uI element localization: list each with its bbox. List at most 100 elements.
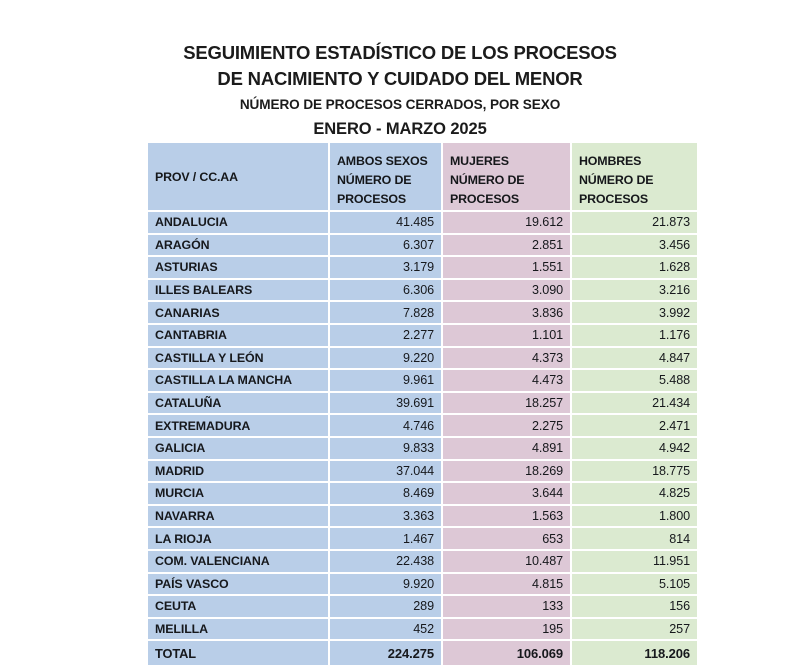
table-body: ANDALUCIA 41.485 19.612 21.873 ARAGÓN 6.307 2.…: [148, 212, 697, 666]
cell-men: 5.488: [572, 370, 697, 393]
table-row: MADRID 37.044 18.269 18.775: [148, 460, 697, 484]
report-period: ENERO - MARZO 2025: [313, 120, 487, 138]
cell-both-sexes: 37.044: [330, 460, 443, 484]
table-row: NAVARRA 3.363 1.563 1.800: [148, 505, 697, 529]
column-header-region: PROV / CC.AA: [148, 143, 330, 212]
cell-women: 4.373: [443, 347, 572, 371]
cell-women: 2.851: [443, 234, 572, 258]
cell-both-sexes: 9.961: [330, 370, 443, 393]
cell-men: 18.775: [572, 460, 697, 484]
cell-both-sexes: 41.485: [330, 212, 443, 235]
cell-region: EXTREMADURA: [148, 415, 330, 438]
cell-both-sexes: 3.179: [330, 257, 443, 280]
cell-women: 1.101: [443, 324, 572, 348]
cell-region: MELILLA: [148, 618, 330, 642]
total-cell-both-sexes: 224.275: [330, 641, 443, 666]
cell-women: 19.612: [443, 212, 572, 235]
statistics-table-container: PROV / CC.AA AMBOS SEXOS NÚMERO DE PROCE…: [148, 143, 697, 666]
cell-women: 1.551: [443, 257, 572, 280]
column-header-women-sub2: PROCESOS: [450, 192, 520, 206]
cell-men: 1.800: [572, 505, 697, 529]
cell-men: 3.456: [572, 234, 697, 258]
cell-women: 2.275: [443, 415, 572, 438]
cell-both-sexes: 4.746: [330, 415, 443, 438]
cell-women: 653: [443, 528, 572, 551]
table-row: CANARIAS 7.828 3.836 3.992: [148, 302, 697, 325]
cell-region: PAÍS VASCO: [148, 573, 330, 597]
cell-men: 1.176: [572, 324, 697, 348]
cell-men: 814: [572, 528, 697, 551]
cell-region: COM. VALENCIANA: [148, 550, 330, 574]
table-row: ILLES BALEARS 6.306 3.090 3.216: [148, 279, 697, 303]
table-row: EXTREMADURA 4.746 2.275 2.471: [148, 415, 697, 438]
table-row: COM. VALENCIANA 22.438 10.487 11.951: [148, 550, 697, 574]
cell-women: 18.269: [443, 460, 572, 484]
total-cell-men: 118.206: [572, 641, 697, 666]
cell-region: CANTABRIA: [148, 324, 330, 348]
table-row: LA RIOJA 1.467 653 814: [148, 528, 697, 551]
column-header-men-group: HOMBRES: [579, 154, 642, 168]
cell-region: CANARIAS: [148, 302, 330, 325]
cell-both-sexes: 2.277: [330, 324, 443, 348]
cell-both-sexes: 7.828: [330, 302, 443, 325]
table-row: CEUTA 289 133 156: [148, 596, 697, 619]
table-row: CATALUÑA 39.691 18.257 21.434: [148, 392, 697, 416]
cell-women: 18.257: [443, 392, 572, 416]
cell-men: 5.105: [572, 573, 697, 597]
cell-region: GALICIA: [148, 437, 330, 461]
column-header-women-group: MUJERES: [450, 154, 509, 168]
cell-both-sexes: 6.307: [330, 234, 443, 258]
cell-men: 4.942: [572, 437, 697, 461]
cell-women: 4.891: [443, 437, 572, 461]
column-header-both-sub1: NÚMERO DE: [337, 173, 412, 187]
cell-both-sexes: 9.833: [330, 437, 443, 461]
cell-men: 257: [572, 618, 697, 642]
table-row: GALICIA 9.833 4.891 4.942: [148, 437, 697, 461]
table-header-row: PROV / CC.AA AMBOS SEXOS NÚMERO DE PROCE…: [148, 143, 697, 212]
cell-both-sexes: 8.469: [330, 483, 443, 506]
cell-both-sexes: 1.467: [330, 528, 443, 551]
cell-region: CASTILLA LA MANCHA: [148, 370, 330, 393]
table-row: ARAGÓN 6.307 2.851 3.456: [148, 234, 697, 258]
table-row: CASTILLA LA MANCHA 9.961 4.473 5.488: [148, 370, 697, 393]
table-row: PAÍS VASCO 9.920 4.815 5.105: [148, 573, 697, 597]
cell-women: 4.815: [443, 573, 572, 597]
cell-region: MURCIA: [148, 483, 330, 506]
table-row: MELILLA 452 195 257: [148, 618, 697, 642]
cell-men: 21.434: [572, 392, 697, 416]
column-header-women: MUJERES NÚMERO DE PROCESOS: [443, 143, 572, 212]
page-title-line-1: SEGUIMIENTO ESTADÍSTICO DE LOS PROCESOS: [183, 42, 617, 63]
cell-women: 3.644: [443, 483, 572, 506]
cell-region: ANDALUCIA: [148, 212, 330, 235]
cell-region: MADRID: [148, 460, 330, 484]
cell-women: 3.090: [443, 279, 572, 303]
cell-women: 195: [443, 618, 572, 642]
table-row: ASTURIAS 3.179 1.551 1.628: [148, 257, 697, 280]
table-row: CASTILLA Y LEÓN 9.220 4.373 4.847: [148, 347, 697, 371]
column-header-men-sub1: NÚMERO DE: [579, 173, 654, 187]
cell-women: 10.487: [443, 550, 572, 574]
cell-both-sexes: 39.691: [330, 392, 443, 416]
cell-women: 133: [443, 596, 572, 619]
cell-both-sexes: 289: [330, 596, 443, 619]
cell-region: ARAGÓN: [148, 234, 330, 258]
cell-both-sexes: 3.363: [330, 505, 443, 529]
cell-both-sexes: 22.438: [330, 550, 443, 574]
cell-men: 2.471: [572, 415, 697, 438]
column-header-women-sub1: NÚMERO DE: [450, 173, 525, 187]
report-title-block: SEGUIMIENTO ESTADÍSTICO DE LOS PROCESOS …: [0, 40, 800, 141]
cell-men: 156: [572, 596, 697, 619]
cell-men: 3.992: [572, 302, 697, 325]
total-cell-region: TOTAL: [148, 641, 330, 666]
column-header-both-group: AMBOS SEXOS: [337, 154, 428, 168]
cell-men: 4.847: [572, 347, 697, 371]
column-header-men-sub2: PROCESOS: [579, 192, 649, 206]
cell-women: 3.836: [443, 302, 572, 325]
cell-both-sexes: 6.306: [330, 279, 443, 303]
cell-men: 11.951: [572, 550, 697, 574]
column-header-both-sexes: AMBOS SEXOS NÚMERO DE PROCESOS: [330, 143, 443, 212]
statistics-table: PROV / CC.AA AMBOS SEXOS NÚMERO DE PROCE…: [148, 143, 697, 666]
cell-region: CASTILLA Y LEÓN: [148, 347, 330, 371]
column-header-men: HOMBRES NÚMERO DE PROCESOS: [572, 143, 697, 212]
cell-both-sexes: 9.920: [330, 573, 443, 597]
